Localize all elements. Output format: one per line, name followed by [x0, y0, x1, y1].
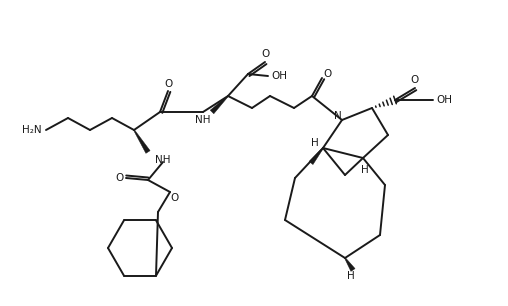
Text: OH: OH [436, 95, 452, 105]
Text: O: O [411, 75, 419, 85]
Polygon shape [344, 258, 355, 271]
Polygon shape [134, 130, 150, 153]
Text: O: O [170, 193, 178, 203]
Text: H₂N: H₂N [22, 125, 42, 135]
Text: O: O [115, 173, 123, 183]
Text: OH: OH [271, 71, 287, 81]
Text: H: H [361, 165, 369, 175]
Text: H: H [311, 138, 319, 148]
Text: O: O [323, 69, 331, 79]
Polygon shape [309, 148, 324, 165]
Text: O: O [261, 49, 269, 59]
Text: H: H [347, 271, 355, 281]
Polygon shape [210, 96, 229, 114]
Text: NH: NH [155, 155, 171, 165]
Text: O: O [164, 79, 172, 89]
Text: N: N [334, 111, 342, 121]
Text: NH: NH [195, 115, 211, 125]
